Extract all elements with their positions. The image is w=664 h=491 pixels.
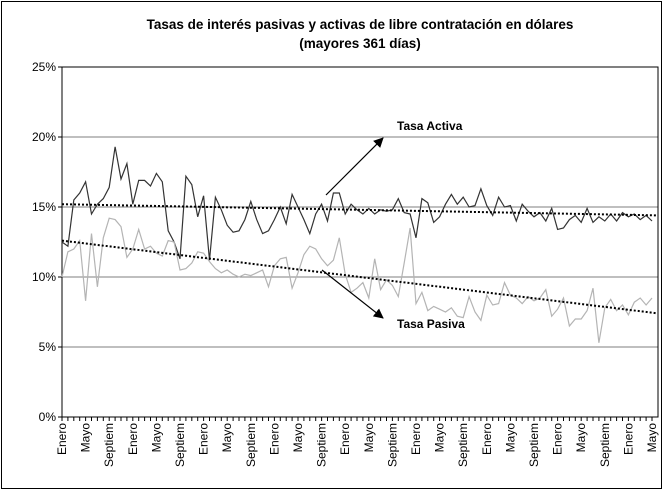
chart-subtitle: (mayores 361 días) <box>299 36 421 51</box>
x-tick-label: Enero <box>480 423 494 455</box>
x-tick-label: Mayo <box>362 423 376 453</box>
x-tick-label: Septiem <box>244 423 258 467</box>
x-tick-label: Septiem <box>456 423 470 467</box>
x-tick-label: Mayo <box>433 423 447 453</box>
x-tick-label: Enero <box>551 423 565 455</box>
y-tick-label: 15% <box>32 200 56 214</box>
x-tick-label: Mayo <box>149 423 163 453</box>
plot-background <box>61 66 659 418</box>
chart-title: Tasas de interés pasivas y activas de li… <box>147 17 574 32</box>
x-tick-label: Enero <box>126 423 140 455</box>
x-tick-label: Septiem <box>173 423 187 467</box>
x-tick-label: Mayo <box>220 423 234 453</box>
x-tick-label: Septiem <box>385 423 399 467</box>
data-line <box>61 146 653 261</box>
y-tick-label: 20% <box>32 130 56 144</box>
annotation: Tasa Activa <box>397 119 463 133</box>
arrow <box>325 137 384 196</box>
x-tick-label: Enero <box>409 423 423 455</box>
x-tick-label: Mayo <box>79 423 93 453</box>
x-tick-label: Septiem <box>102 423 116 467</box>
y-tick-label: 5% <box>39 340 57 354</box>
y-tick-label: 25% <box>32 60 56 74</box>
plot-area: 0% 5% 10% 15% 20% 25% Enero Mayo Septiem Enero May… <box>32 60 659 467</box>
x-tick-label: Septiem <box>315 423 329 467</box>
y-tick-label: 10% <box>32 270 56 284</box>
x-tick-label: Enero <box>267 423 281 455</box>
data-line <box>61 217 653 343</box>
x-tick-label: Septiem <box>527 423 541 467</box>
x-tick-label: Mayo <box>291 423 305 453</box>
x-tick-label: Mayo <box>574 423 588 453</box>
x-tick-label: Enero <box>55 423 69 455</box>
x-tick-label: Enero <box>197 423 211 455</box>
x-tick-label: Mayo <box>503 423 517 453</box>
x-tick-label: Mayo <box>645 423 659 453</box>
trend-line <box>61 203 659 217</box>
annotation: Tasa Pasiva <box>397 317 465 331</box>
x-tick-label: Enero <box>338 423 352 455</box>
x-tick-label: Septiem <box>598 423 612 467</box>
x-tick-label: Enero <box>621 423 635 455</box>
y-tick-label: 0% <box>39 410 57 424</box>
trend-line <box>61 239 659 315</box>
arrow <box>321 269 384 319</box>
